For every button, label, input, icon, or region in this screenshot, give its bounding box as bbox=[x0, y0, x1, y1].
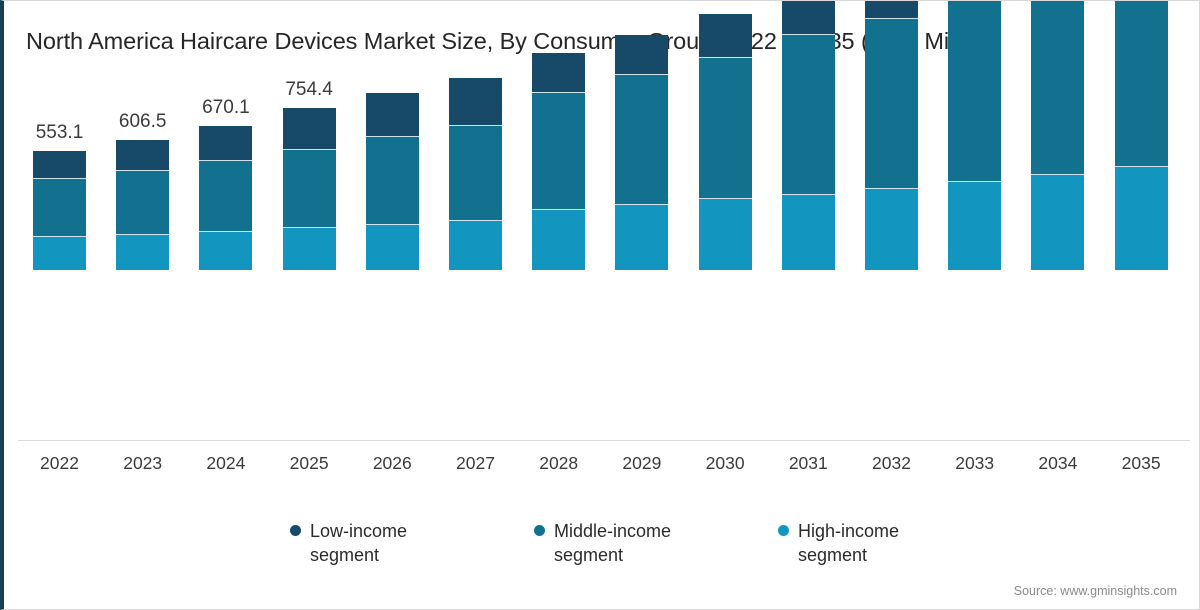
bar-2023[interactable]: 606.5 bbox=[116, 111, 170, 270]
segment-high-income-2033 bbox=[948, 181, 1002, 270]
segment-high-income-2025 bbox=[282, 227, 336, 270]
x-tick-2030: 2030 bbox=[705, 453, 745, 473]
plot-area: 553.1 606.5 670.1 754.4 2022 2023 2024 2025 202… bbox=[4, 1, 1199, 473]
segment-low-income-2027 bbox=[449, 78, 502, 125]
bar-value-label-2023: 606.5 bbox=[118, 111, 167, 132]
segment-high-income-2032 bbox=[865, 188, 918, 270]
chart-title: North America Haircare Devices Market Si… bbox=[26, 28, 999, 54]
segment-middle-income-2034 bbox=[1031, 1, 1085, 174]
legend-label-1: Middle-income segment bbox=[554, 521, 672, 566]
segment-high-income-2022 bbox=[33, 236, 86, 270]
x-tick-2022: 2022 bbox=[40, 453, 79, 473]
legend-item-2[interactable]: High-income segment bbox=[778, 519, 918, 568]
bar-value-label-2024: 670.1 bbox=[202, 97, 250, 118]
segment-high-income-2028 bbox=[532, 209, 586, 270]
segment-middle-income-2027 bbox=[449, 125, 502, 220]
segment-low-income-2024 bbox=[199, 126, 253, 160]
x-tick-2032: 2032 bbox=[872, 453, 911, 473]
segment-middle-income-2033 bbox=[948, 1, 1002, 181]
bar-2030[interactable] bbox=[698, 14, 752, 270]
bar-2029[interactable] bbox=[615, 35, 669, 270]
segment-middle-income-2030 bbox=[698, 57, 752, 198]
segment-high-income-2029 bbox=[615, 204, 669, 270]
segment-middle-income-2029 bbox=[615, 74, 669, 204]
x-tick-2029: 2029 bbox=[622, 453, 662, 473]
segment-middle-income-2035 bbox=[1114, 1, 1168, 166]
segment-middle-income-2026 bbox=[365, 136, 419, 224]
segment-high-income-2034 bbox=[1031, 174, 1085, 270]
legend-dot-middle-income bbox=[534, 525, 545, 536]
legend-item-0[interactable]: Low-income segment bbox=[290, 519, 430, 568]
segment-low-income-2029 bbox=[615, 35, 669, 74]
segment-middle-income-2028 bbox=[532, 92, 586, 209]
legend-item-1[interactable]: Middle-income segment bbox=[534, 519, 674, 568]
segment-low-income-2030 bbox=[698, 14, 752, 57]
x-tick-2027: 2027 bbox=[456, 453, 495, 473]
segment-middle-income-2023 bbox=[116, 170, 170, 234]
bar-2035[interactable] bbox=[1114, 1, 1168, 270]
bar-2022[interactable]: 553.1 bbox=[33, 122, 86, 270]
x-tick-2031: 2031 bbox=[788, 453, 828, 473]
bar-value-label-2025: 754.4 bbox=[285, 79, 333, 100]
bar-2031[interactable] bbox=[781, 1, 835, 270]
segment-low-income-2026 bbox=[365, 93, 419, 136]
segment-low-income-2031 bbox=[781, 1, 835, 34]
bar-2028[interactable] bbox=[532, 53, 586, 270]
segment-middle-income-2031 bbox=[781, 34, 835, 194]
x-tick-2033: 2033 bbox=[955, 453, 995, 473]
segment-high-income-2035 bbox=[1114, 166, 1168, 270]
segment-middle-income-2032 bbox=[865, 18, 918, 188]
x-tick-2025: 2025 bbox=[289, 453, 329, 473]
source-attribution: Source: www.gminsights.com bbox=[1013, 584, 1177, 598]
segment-low-income-2032 bbox=[865, 1, 918, 18]
segment-high-income-2023 bbox=[116, 234, 170, 270]
segment-high-income-2031 bbox=[781, 194, 835, 270]
x-tick-2024: 2024 bbox=[206, 453, 246, 473]
segment-high-income-2027 bbox=[449, 220, 502, 270]
segment-middle-income-2025 bbox=[282, 149, 336, 227]
bar-value-label-2022: 553.1 bbox=[35, 122, 84, 143]
bar-2034[interactable] bbox=[1031, 1, 1085, 270]
legend-label-2: High-income segment bbox=[798, 521, 900, 566]
segment-middle-income-2024 bbox=[199, 160, 253, 231]
x-tick-2034: 2034 bbox=[1038, 453, 1078, 473]
bar-2032[interactable] bbox=[865, 1, 918, 270]
segment-high-income-2024 bbox=[199, 231, 253, 270]
bar-2024[interactable]: 670.1 bbox=[199, 97, 253, 270]
bar-2027[interactable] bbox=[449, 78, 502, 270]
bar-2026[interactable] bbox=[365, 93, 419, 270]
legend-label-0: Low-income segment bbox=[310, 521, 408, 566]
segment-low-income-2028 bbox=[532, 53, 586, 92]
segment-high-income-2026 bbox=[365, 224, 419, 270]
bar-2025[interactable]: 754.4 bbox=[282, 79, 336, 270]
x-tick-2026: 2026 bbox=[372, 453, 412, 473]
segment-high-income-2030 bbox=[698, 198, 752, 270]
legend-dot-low-income bbox=[290, 525, 301, 536]
x-tick-2035: 2035 bbox=[1121, 453, 1161, 473]
x-tick-2023: 2023 bbox=[123, 453, 163, 473]
segment-low-income-2025 bbox=[282, 108, 336, 149]
segment-low-income-2023 bbox=[116, 140, 170, 170]
bar-2033[interactable] bbox=[948, 1, 1002, 270]
chart-legend: Low-income segment Middle-income segment H… bbox=[4, 519, 1199, 568]
segment-low-income-2022 bbox=[33, 151, 86, 178]
legend-dot-high-income bbox=[778, 525, 789, 536]
segment-middle-income-2022 bbox=[33, 178, 86, 236]
x-axis-line bbox=[18, 440, 1190, 441]
x-tick-2028: 2028 bbox=[539, 453, 579, 473]
